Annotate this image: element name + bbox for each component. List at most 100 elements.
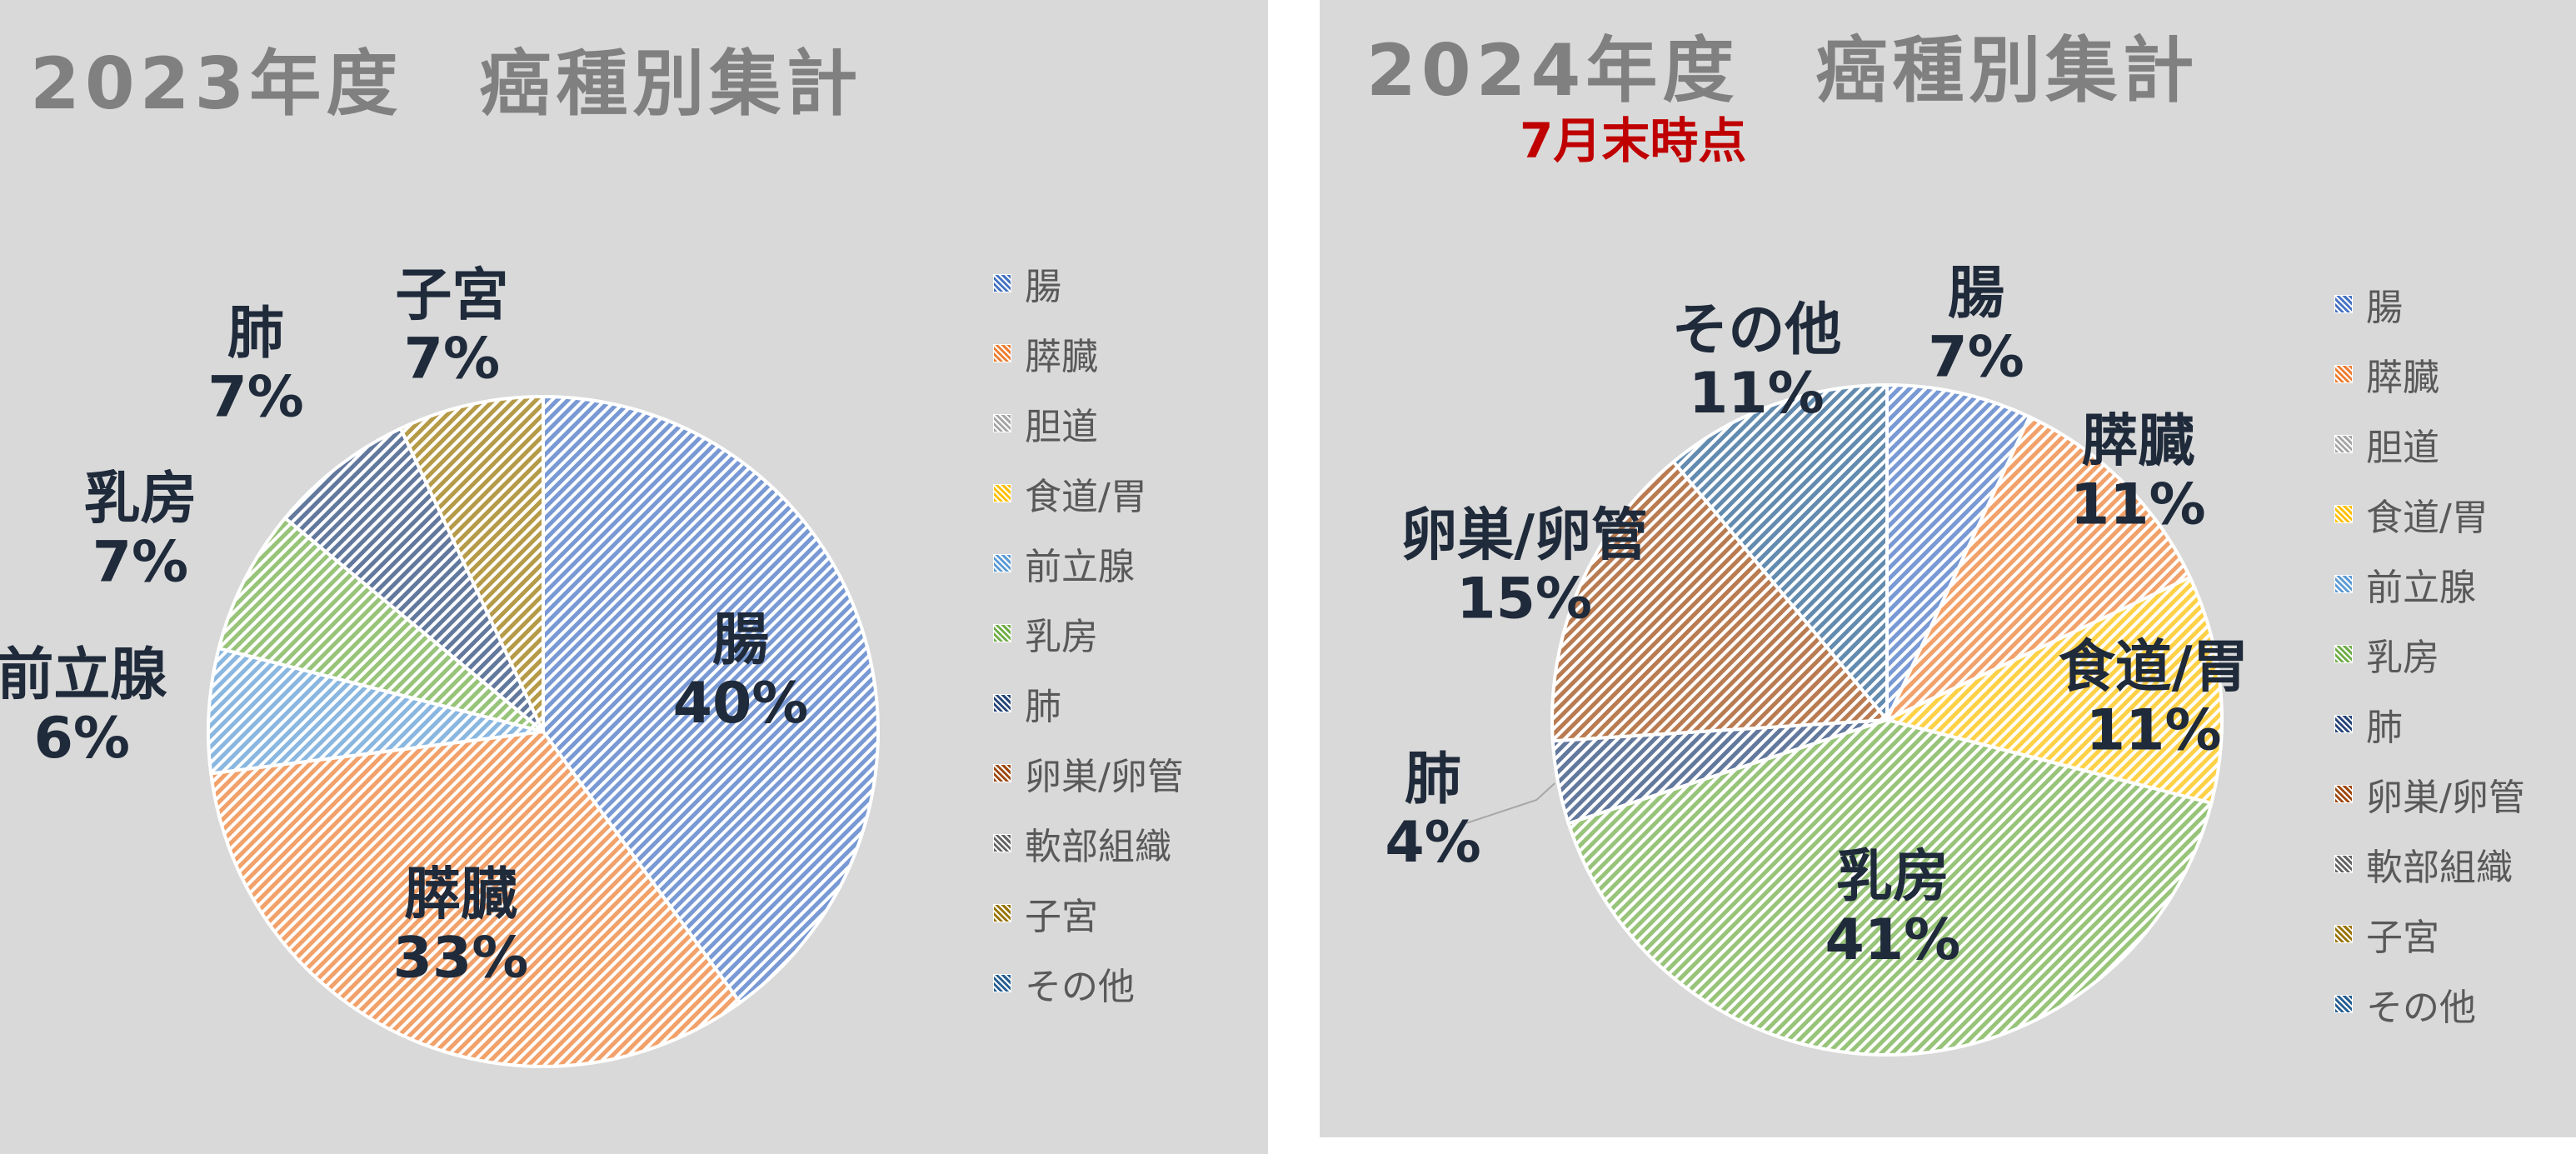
legend-swatch [2334, 575, 2353, 593]
legend-swatch [2334, 925, 2353, 943]
pie-slice-pancreas [1883, 414, 2193, 724]
legend-swatch [2334, 295, 2353, 313]
chart-panel-2024: 2024年度 癌種別集計 7月末時点 腸 7% 膵臓 11% 食道/胃 11% 乳房 41% 肺… [1320, 0, 2576, 1137]
data-label-category: 腸 [1948, 261, 2004, 327]
data-label-percent: 7% [92, 530, 188, 596]
data-label-category: 食道/胃 [2059, 635, 2249, 701]
legend-item-intestine: 腸 [2334, 269, 2525, 339]
data-label-category: 前立腺 [0, 642, 167, 708]
legend-item-biliary: 胆道 [2334, 409, 2525, 479]
chart-title: 2024年度 癌種別集計 [1366, 29, 2199, 112]
legend-swatch [993, 344, 1011, 362]
legend-label: 食道/胃 [2366, 497, 2489, 539]
data-label-percent: 11% [2070, 472, 2206, 538]
legend-label: 前立腺 [2366, 567, 2476, 609]
data-label-category: その他 [1671, 297, 1841, 363]
legend-label: 肺 [2366, 707, 2403, 749]
legend-item-uterus: 子宮 [993, 878, 1184, 948]
legend: 腸膵臓 胆道 食道/胃 前立腺 乳房肺卵巣/卵管 軟部組織 子宮 その他 [2334, 269, 2525, 1039]
legend-label: 卵巣/卵管 [2366, 777, 2525, 819]
pie-slice-lung [282, 426, 545, 733]
legend-swatch [2334, 995, 2353, 1013]
legend-label: その他 [2366, 987, 2476, 1029]
legend-item-esophagus-stomach: 食道/胃 [2334, 479, 2525, 549]
legend-item-breast: 乳房 [993, 598, 1184, 668]
legend-item-ovary-tube: 卵巣/卵管 [993, 738, 1184, 808]
legend-item-breast: 乳房 [2334, 619, 2525, 689]
chart-panel-2023: 2023年度 癌種別集計 腸 40% 膵臓 33% 前立腺 6% 乳房 7% 肺 7% 子宮 7% 腸… [0, 0, 1268, 1154]
legend-swatch [993, 974, 1011, 992]
data-label-percent: 15% [1456, 567, 1592, 632]
data-label-esophagus-stomach: 食道/胃 11% [2059, 635, 2249, 764]
legend-swatch [2334, 785, 2353, 803]
legend-label: その他 [1025, 966, 1135, 1008]
data-label-category: 肺 [1405, 747, 1461, 812]
legend-swatch [2334, 855, 2353, 873]
legend-item-soft-tissue: 軟部組織 [993, 808, 1184, 878]
legend-item-biliary: 胆道 [993, 388, 1184, 458]
data-label-other: その他 11% [1671, 297, 1841, 427]
legend-item-soft-tissue: 軟部組織 [2334, 829, 2525, 899]
legend-swatch [993, 624, 1011, 642]
legend-item-other: その他 [2334, 969, 2525, 1039]
pie-slice-other [1670, 382, 1889, 725]
pie-slice-esophagus-stomach [1882, 575, 2224, 806]
data-label-category: 腸 [712, 607, 769, 673]
pie-chart: 腸 40%膵臓 33%前立腺 6%乳房 7%肺 7%子宮 7% [0, 262, 880, 1068]
legend-label: 腸 [1025, 266, 1061, 308]
pie-slice-prostate [207, 646, 544, 776]
legend-swatch [993, 274, 1011, 292]
legend-swatch [2334, 645, 2353, 663]
leader-line [1465, 782, 1555, 824]
data-label-category: 子宮 [395, 262, 508, 328]
legend-item-pancreas: 膵臓 [993, 318, 1184, 388]
legend-swatch [2334, 365, 2353, 383]
legend-swatch [993, 764, 1011, 782]
data-label-percent: 40% [673, 671, 809, 737]
data-label-uterus: 子宮 7% [395, 262, 508, 392]
legend-label: 軟部組織 [2366, 847, 2513, 889]
data-label-category: 膵臓 [404, 862, 517, 928]
data-label-intestine: 腸 7% [1928, 261, 2024, 390]
legend-label: 乳房 [1025, 616, 1098, 658]
legend-swatch [2334, 435, 2353, 453]
legend-swatch [2334, 715, 2353, 733]
data-label-prostate: 前立腺 6% [0, 642, 167, 772]
data-label-intestine: 腸 40% [673, 607, 809, 737]
chart-subtitle: 7月末時点 [1520, 112, 1747, 169]
legend-item-lung: 肺 [993, 668, 1184, 738]
legend-item-lung: 肺 [2334, 689, 2525, 759]
legend-item-esophagus-stomach: 食道/胃 [993, 458, 1184, 528]
legend-item-ovary-tube: 卵巣/卵管 [2334, 759, 2525, 829]
chart-title: 2023年度 癌種別集計 [30, 42, 863, 126]
legend-swatch [993, 484, 1011, 502]
data-label-percent: 11% [1689, 361, 1825, 427]
data-label-category: 卵巣/卵管 [1400, 502, 1648, 568]
legend-item-other: その他 [993, 948, 1184, 1018]
legend-label: 胆道 [1025, 406, 1098, 448]
legend-label: 食道/胃 [1025, 476, 1147, 518]
data-label-pancreas: 膵臓 11% [2070, 408, 2206, 537]
legend-swatch [993, 554, 1011, 572]
data-label-percent: 41% [1825, 907, 1961, 973]
data-label-category: 乳房 [1836, 844, 1949, 910]
legend-label: 前立腺 [1025, 546, 1135, 588]
legend-item-intestine: 腸 [993, 248, 1184, 318]
data-label-percent: 4% [1385, 810, 1480, 876]
data-label-percent: 7% [1928, 324, 2024, 390]
data-label-percent: 7% [207, 364, 303, 430]
data-label-ovary-tube: 卵巣/卵管 15% [1400, 502, 1648, 632]
data-label-percent: 11% [2086, 698, 2222, 764]
legend-swatch [993, 694, 1011, 712]
legend-label: 子宮 [2366, 917, 2439, 959]
pie-slice-breast [1566, 717, 2214, 1057]
data-label-category: 肺 [227, 301, 284, 367]
legend-label: 胆道 [2366, 427, 2439, 469]
pie-slice-intestine [542, 394, 880, 1006]
legend-swatch [993, 904, 1011, 922]
pie-slice-ovary-tube [1550, 459, 1891, 743]
data-label-lung: 肺 7% [207, 301, 303, 430]
legend-item-prostate: 前立腺 [993, 528, 1184, 598]
pie-slice-pancreas [208, 729, 743, 1068]
pie-slice-breast [217, 515, 545, 733]
